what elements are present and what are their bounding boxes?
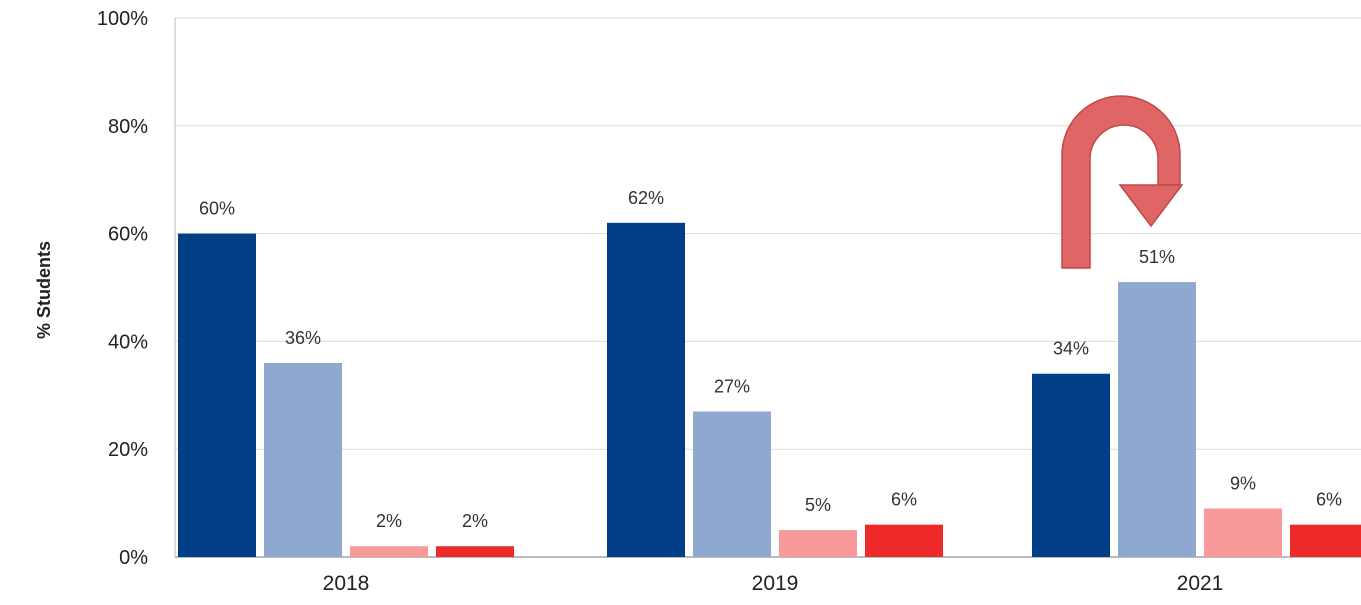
data-label: 62% [628,188,664,208]
bar [779,530,857,557]
data-labels: 60% 36% 2% 2% 62% 27% 5% 6% 34% 51% 9% 6% [199,188,1342,531]
bar [1118,282,1196,557]
data-label: 2% [462,511,488,531]
data-label: 51% [1139,247,1175,267]
y-tick-label: 60% [108,224,148,246]
x-tick-label: 2018 [323,572,370,595]
data-label: 5% [805,495,831,515]
arrow-head-icon [1118,184,1184,228]
bars [178,222,1361,557]
data-label: 36% [285,328,321,348]
x-tick-label: 2021 [1177,572,1224,595]
bar [1290,524,1361,557]
data-label: 9% [1230,473,1256,493]
annotations [1061,95,1184,269]
data-label: 6% [891,490,917,510]
bar [436,546,514,557]
data-label: 6% [1316,490,1342,510]
bar [178,233,256,557]
y-axis-label: % Students [34,241,54,339]
bar [865,524,943,557]
bar [1032,373,1110,557]
y-tick-label: 0% [119,547,148,569]
data-label: 60% [199,199,235,219]
bar [693,411,771,557]
y-tick-label: 100% [97,8,148,30]
bar [607,222,685,557]
bar [264,362,342,557]
x-tick-label: 2019 [752,572,799,595]
bar [1204,508,1282,557]
data-label: 34% [1053,339,1089,359]
y-tick-label: 80% [108,116,148,138]
x-axis-ticks: 2018 2019 2021 [323,572,1224,595]
bar [350,546,428,557]
y-axis-ticks: 0% 20% 40% 60% 80% 100% [97,8,148,569]
u-turn-arrow-icon [1061,95,1181,269]
y-tick-label: 20% [108,439,148,461]
data-label: 2% [376,511,402,531]
data-label: 27% [714,376,750,396]
y-tick-label: 40% [108,331,148,353]
